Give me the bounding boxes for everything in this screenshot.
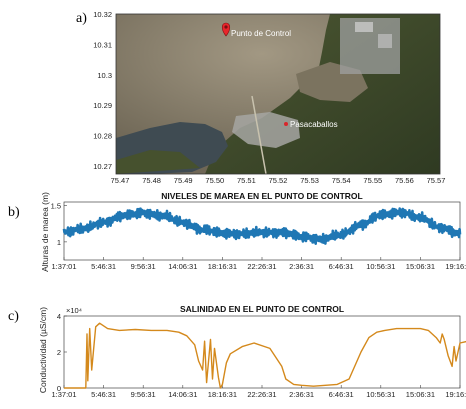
x-tick-label: 2:36:31	[289, 390, 314, 399]
map-x-tick-label: 75.50	[205, 176, 224, 185]
map-pin-icon	[221, 22, 231, 37]
map-y-ticks: 10.32 10.31 10.3 10.29 10.28 10.27	[93, 10, 112, 171]
map-x-tick-label: 75.47	[111, 176, 130, 185]
map-x-tick-label: 75.52	[269, 176, 288, 185]
map-y-tick-label: 10.29	[93, 101, 112, 110]
panel-label-a: a)	[76, 11, 87, 26]
punto-de-control-marker	[221, 22, 231, 37]
map-x-tick-label: 75.53	[300, 176, 319, 185]
series-line	[62, 207, 462, 245]
x-tick-label: 15:06:31	[406, 262, 435, 271]
x-tick-label: 9:56:31	[131, 262, 156, 271]
map-x-tick-label: 75.56	[395, 176, 414, 185]
x-tick-label: 6:46:31	[329, 390, 354, 399]
map-canal	[251, 95, 267, 174]
map-y-tick-label: 10.3	[97, 71, 112, 80]
tide-chart-title: NIVELES DE MAREA EN EL PUNTO DE CONTROL	[161, 191, 363, 201]
x-tick-label: 10:56:31	[366, 262, 395, 271]
dot-icon	[284, 122, 288, 126]
map-frame	[115, 13, 441, 175]
panel-label-b: b)	[8, 205, 20, 220]
salinity-chart-title: SALINIDAD EN EL PUNTO DE CONTROL	[180, 304, 344, 314]
y-tick-label: 1.5	[51, 202, 61, 211]
map-y-tick-label: 10.27	[93, 162, 112, 171]
salinity-chart: 1:37:01 5:46:31 9:56:31 14:06:31 18:16:31 22:…	[51, 312, 466, 399]
map-x-tick-label: 75.49	[174, 176, 193, 185]
map-x-tick-label: 75.55	[363, 176, 382, 185]
y-tick-label: 4	[57, 312, 61, 321]
x-tick-label: 22:26:31	[247, 390, 276, 399]
x-tick-label: 1:37:01	[51, 390, 76, 399]
x-tick-label: 5:46:31	[91, 262, 116, 271]
salinity-y-axis-label: Conductividad (µS/cm)	[38, 307, 48, 393]
x-tick-label: 19:16:31	[445, 390, 466, 399]
x-tick-label: 5:46:31	[91, 390, 116, 399]
y-tick-label: 2	[57, 348, 61, 357]
series-line	[64, 322, 466, 389]
x-tick-label: 9:56:31	[131, 390, 156, 399]
map-x-tick-label: 75.51	[237, 176, 256, 185]
satellite-map: Punto de Control Pasacaballos	[116, 14, 440, 174]
map-x-tick-label: 75.54	[332, 176, 351, 185]
x-tick-label: 18:16:31	[208, 390, 237, 399]
tide-y-axis-label: Alturas de marea (m)	[40, 192, 50, 272]
x-tick-label: 10:56:31	[366, 390, 395, 399]
map-land-southwest	[116, 150, 200, 174]
x-tick-label: 15:06:31	[406, 390, 435, 399]
x-tick-label: 19:16:31	[445, 262, 466, 271]
map-y-tick-label: 10.31	[93, 40, 112, 49]
map-label-punto-de-control: Punto de Control	[231, 29, 291, 38]
map-x-tick-label: 75.48	[142, 176, 161, 185]
x-tick-label: 14:06:31	[168, 390, 197, 399]
x-tick-label: 6:46:31	[329, 262, 354, 271]
x-tick-label: 1:37:01	[51, 262, 76, 271]
x-tick-label: 2:36:31	[289, 262, 314, 271]
plot-area	[63, 315, 461, 389]
tide-chart: 1:37:01 5:46:31 9:56:31 14:06:31 18:16:31 22:…	[51, 202, 466, 271]
map-label-pasacaballos: Pasacaballos	[290, 120, 338, 129]
map-x-tick-label: 75.57	[427, 176, 446, 185]
map-x-ticks: 75.47 75.48 75.49 75.50 75.51 75.52 75.53 75.54…	[111, 176, 446, 185]
salinity-y-multiplier: ×10⁴	[66, 306, 82, 315]
map-y-tick-label: 10.28	[93, 132, 112, 141]
map-urban-pasacaballos	[232, 112, 300, 148]
x-tick-label: 18:16:31	[208, 262, 237, 271]
y-tick-label: 1	[57, 238, 61, 247]
x-tick-label: 22:26:31	[247, 262, 276, 271]
x-tick-label: 14:06:31	[168, 262, 197, 271]
y-tick-label: 0	[57, 384, 61, 393]
panel-label-c: c)	[8, 309, 19, 324]
map-y-tick-label: 10.32	[93, 10, 112, 19]
